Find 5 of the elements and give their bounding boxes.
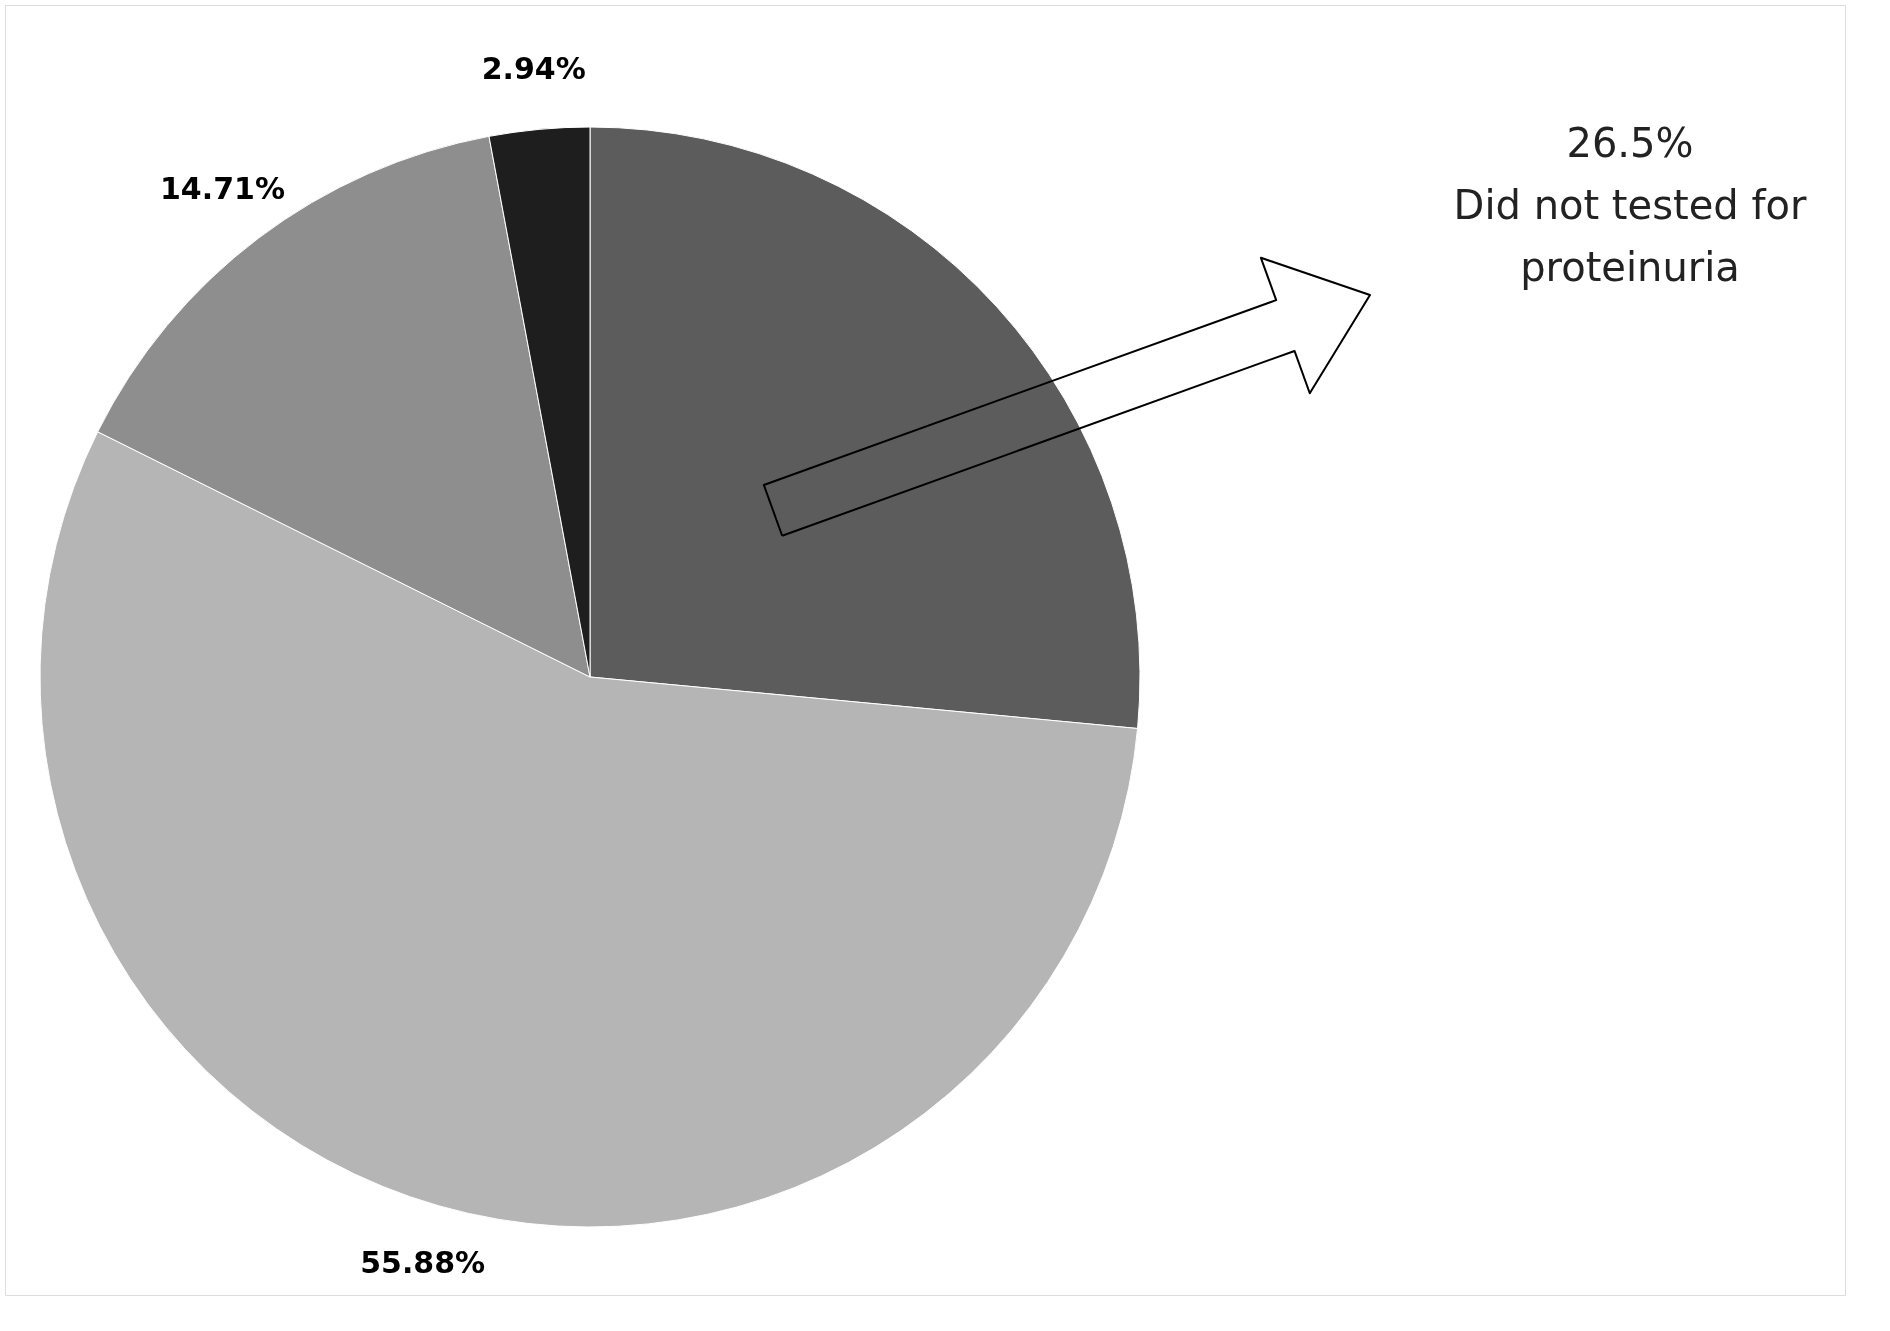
data-label: 26.5%	[1566, 120, 1694, 166]
data-label: 2.94%	[481, 50, 586, 86]
data-label: 55.88%	[360, 1244, 486, 1280]
slice-label: Did not tested for proteinuria	[1453, 182, 1807, 290]
data-label: 14.71%	[159, 171, 285, 207]
